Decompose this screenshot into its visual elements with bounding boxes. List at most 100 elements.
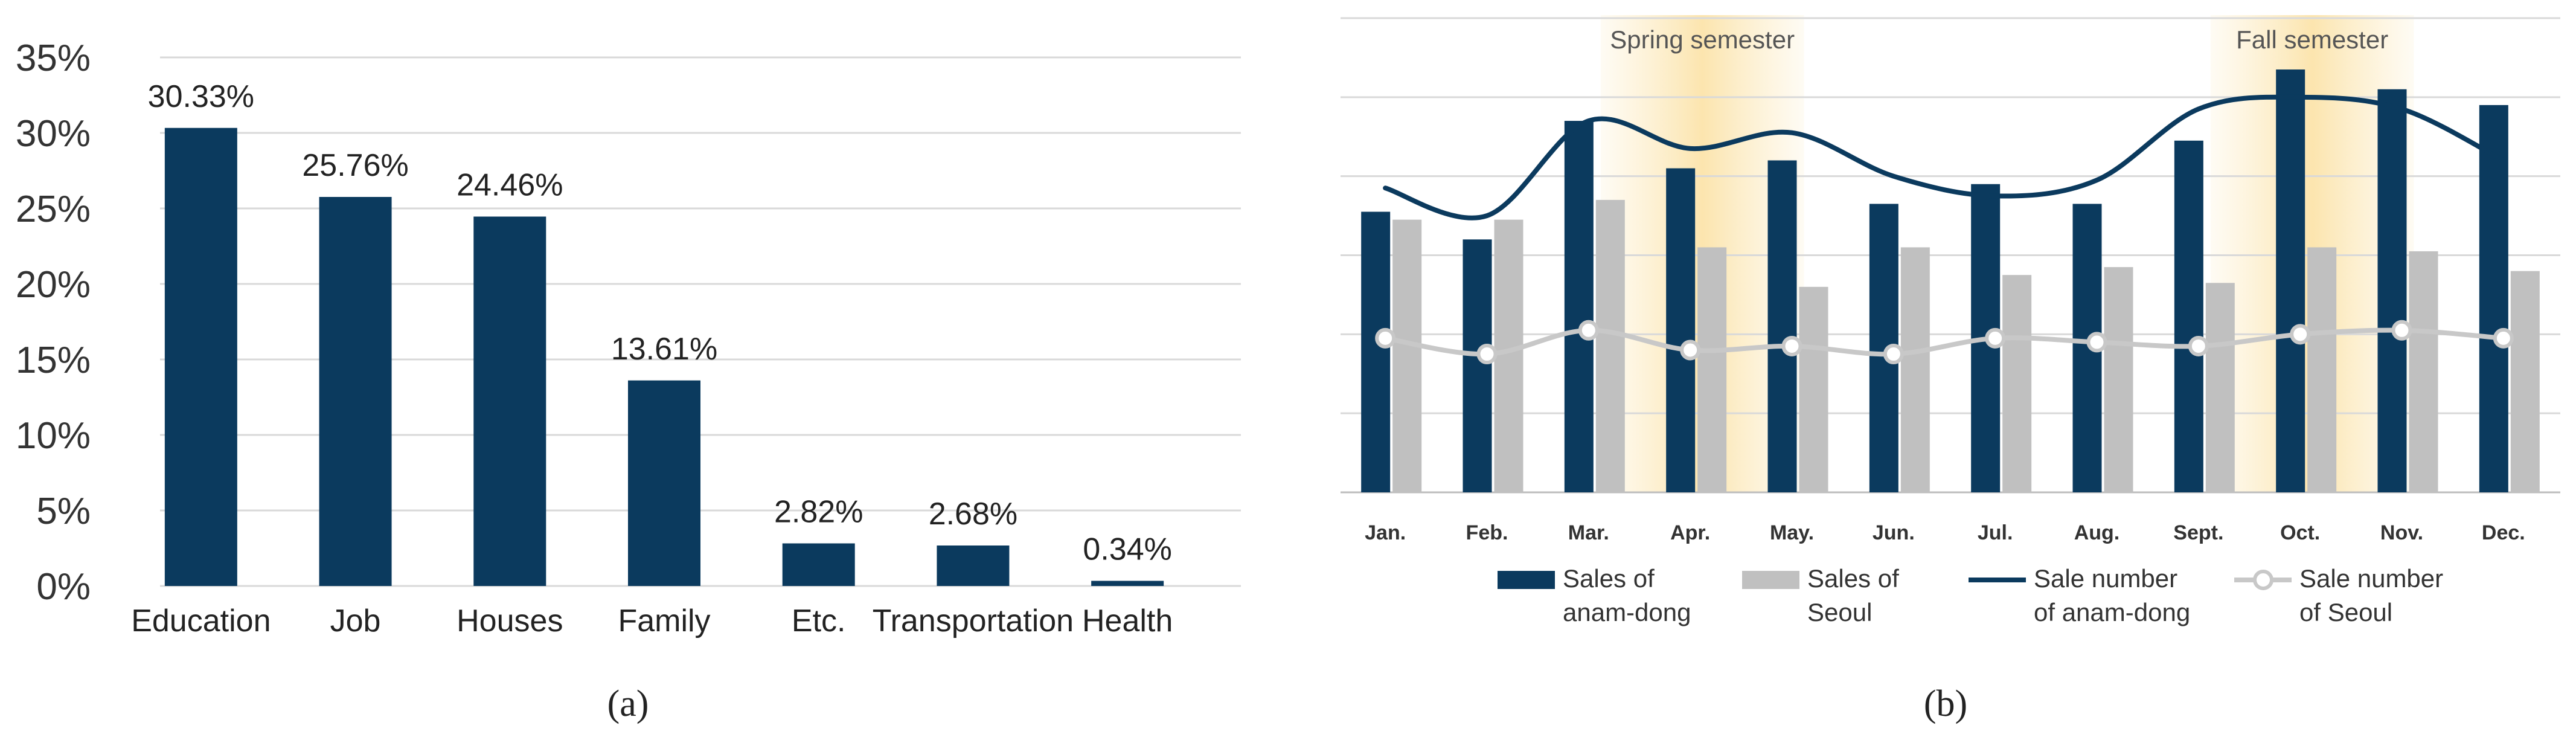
chart-a-data-label: 25.76% (302, 148, 408, 183)
chart-a-data-label: 2.82% (774, 495, 863, 530)
chart-a-data-labels: 30.33% 25.76% 24.46% 13.61% 2.82% 2.68% 0.34% (148, 79, 1172, 567)
chart-a-y-tick-label: 15% (16, 340, 91, 381)
chart-b-bars (1361, 69, 2540, 493)
chart-a-bar (164, 127, 237, 586)
chart-a-x-ticks: Education Job Houses Family Etc. Transportati… (131, 603, 1173, 639)
chart-b-point-seoul (1680, 340, 1701, 361)
chart-a: 0% 5% 10% 15% 20% 25% 30% 35% 30.33% 25.76% 24.46… (16, 37, 1241, 724)
chart-a-x-tick-label: Family (618, 603, 710, 639)
chart-b-bar-seoul (1799, 286, 1828, 492)
panel-label-b: (b) (1924, 683, 1967, 724)
chart-b-legend-label: of anam-dong (2034, 598, 2190, 626)
chart-b-bar-seoul (2104, 267, 2133, 492)
chart-b-point-seoul (1883, 344, 1904, 365)
chart-b-legend-label: Sales of (1563, 564, 1655, 593)
chart-b-bar-seoul (2002, 275, 2032, 492)
chart-b-bar-seoul (1494, 219, 1523, 492)
chart-a-y-tick-label: 0% (36, 566, 91, 608)
chart-b-point-seoul (1476, 344, 1498, 365)
chart-b-bar-anam (1463, 239, 1492, 492)
chart-a-x-tick-label: Education (131, 603, 271, 639)
chart-b-legend-marker (2253, 570, 2273, 590)
chart-b-bar-seoul (1900, 247, 1930, 492)
chart-a-data-label: 2.68% (929, 497, 1017, 532)
chart-a-y-tick-label: 10% (16, 415, 91, 457)
chart-b-x-tick-label: May. (1770, 521, 1814, 544)
chart-a-bar (782, 543, 855, 586)
chart-b-point-seoul (1375, 327, 1396, 349)
chart-b-x-tick-label: Jan. (1365, 521, 1406, 544)
chart-a-data-label: 30.33% (148, 79, 254, 114)
chart-b-x-tick-label: Aug. (2074, 521, 2120, 544)
chart-b-x-tick-label: Jun. (1873, 521, 1915, 544)
chart-a-bar (628, 380, 700, 586)
chart-b-legend-label: Sale number (2299, 564, 2443, 593)
chart-a-bar (1091, 581, 1164, 586)
chart-a-bar (319, 197, 392, 586)
chart-a-x-tick-label: Health (1082, 603, 1173, 639)
chart-b-bar-anam (1564, 121, 1594, 493)
chart-b-legend-label: Sale number (2034, 564, 2177, 593)
chart-b-x-tick-label: Jul. (1978, 521, 2013, 544)
chart-b-bar-anam (2174, 140, 2203, 492)
chart-b-x-tick-label: Apr. (1670, 521, 1710, 544)
chart-a-x-tick-label: Etc. (792, 603, 846, 639)
chart-b-annotation: Fall semester (2236, 25, 2388, 54)
chart-b-point-seoul (2391, 320, 2412, 341)
chart-b-bar-anam (1361, 211, 1391, 492)
chart-b-bar-anam (2479, 105, 2508, 492)
chart-b-legend-label: anam-dong (1563, 598, 1691, 626)
chart-b-x-tick-label: Dec. (2482, 521, 2525, 544)
chart-b-x-tick-label: Oct. (2280, 521, 2320, 544)
chart-b-point-seoul (1985, 327, 2006, 349)
chart-a-bar (473, 216, 546, 586)
chart-a-y-ticks: 0% 5% 10% 15% 20% 25% 30% 35% (16, 37, 91, 608)
chart-b-legend-swatch (1498, 571, 1555, 589)
chart-b-gridlines (1341, 17, 2560, 494)
chart-b-bar-seoul (1697, 247, 1727, 492)
chart-b-annotations: Spring semester Fall semester (1610, 25, 2388, 54)
chart-b-x-tick-label: Feb. (1466, 521, 1508, 544)
chart-b-bar-anam (1767, 160, 1797, 492)
chart-a-data-label: 0.34% (1083, 532, 1171, 567)
chart-b-bar-anam (2276, 69, 2305, 492)
chart-b-point-seoul (1578, 320, 1599, 341)
chart-a-data-label: 13.61% (611, 332, 717, 367)
chart-b-x-tick-label: Mar. (1568, 521, 1609, 544)
chart-b-point-seoul (2290, 324, 2311, 345)
chart-b-bar-anam (2377, 89, 2407, 492)
chart-b-legend-label: of Seoul (2299, 598, 2392, 626)
chart-b-point-seoul (2493, 327, 2514, 349)
chart-a-bars (164, 127, 1164, 586)
chart-a-data-label: 24.46% (457, 168, 563, 203)
chart-b-bar-anam (1666, 168, 1696, 492)
chart-b-point-seoul (1781, 335, 1802, 356)
chart-b-bar-seoul (2205, 283, 2235, 492)
chart-b-lines (1375, 94, 2514, 365)
chart-b-point-seoul (2086, 332, 2107, 353)
chart-a-y-tick-label: 25% (16, 188, 91, 230)
chart-a-x-tick-label: Transportation (873, 603, 1074, 639)
chart-b-bar-seoul (2409, 251, 2438, 492)
chart-b-legend-label: Seoul (1807, 598, 1872, 626)
chart-b-legend-swatch (1742, 571, 1799, 589)
chart-b-bar-seoul (2510, 271, 2540, 492)
chart-b-legend-label: Sales of (1807, 564, 1899, 593)
chart-a-x-tick-label: Houses (457, 603, 563, 639)
chart-b-bar-seoul (1595, 199, 1625, 492)
chart-b-x-tick-label: Nov. (2380, 521, 2423, 544)
chart-b-x-tick-label: Sept. (2173, 521, 2223, 544)
chart-a-bar (937, 546, 1010, 586)
chart-b-point-seoul (2188, 335, 2209, 356)
chart-a-y-tick-label: 5% (36, 491, 91, 532)
chart-b-annotation: Spring semester (1610, 25, 1795, 54)
chart-b-bar-seoul (2307, 247, 2337, 492)
chart-b-legend: Sales of anam-dong Sales of Seoul Sale numbe… (1498, 564, 2443, 626)
chart-b: Spring semester Fall semester Jan. Feb. Mar… (1341, 15, 2560, 724)
chart-a-x-tick-label: Job (330, 603, 381, 639)
chart-a-y-tick-label: 20% (16, 264, 91, 306)
chart-a-y-tick-label: 35% (16, 37, 91, 79)
chart-b-bar-seoul (1392, 219, 1422, 492)
chart-b-line-anam (1383, 94, 2506, 220)
